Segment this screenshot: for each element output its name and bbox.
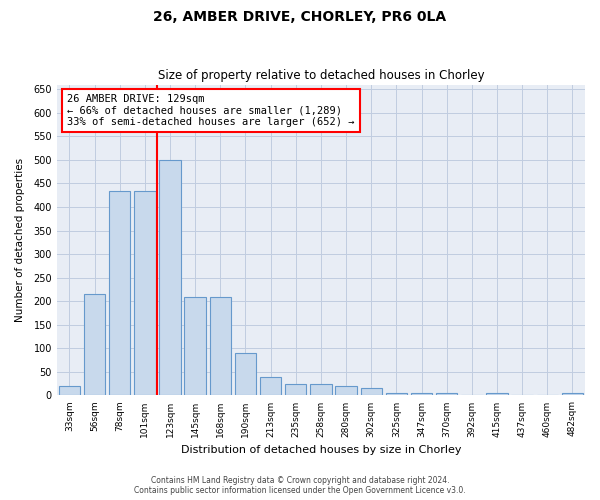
Bar xyxy=(184,296,206,396)
Bar xyxy=(335,386,357,396)
Bar xyxy=(260,376,281,396)
Y-axis label: Number of detached properties: Number of detached properties xyxy=(15,158,25,322)
Bar xyxy=(109,190,130,396)
Bar xyxy=(285,384,307,396)
Text: 26 AMBER DRIVE: 129sqm
← 66% of detached houses are smaller (1,289)
33% of semi-: 26 AMBER DRIVE: 129sqm ← 66% of detached… xyxy=(67,94,355,127)
Bar xyxy=(310,384,332,396)
Bar xyxy=(361,388,382,396)
Bar xyxy=(160,160,181,396)
Bar xyxy=(436,393,457,396)
Text: 26, AMBER DRIVE, CHORLEY, PR6 0LA: 26, AMBER DRIVE, CHORLEY, PR6 0LA xyxy=(154,10,446,24)
Bar xyxy=(411,393,432,396)
Bar xyxy=(386,393,407,396)
Bar xyxy=(59,386,80,396)
Title: Size of property relative to detached houses in Chorley: Size of property relative to detached ho… xyxy=(158,69,484,82)
Text: Contains HM Land Registry data © Crown copyright and database right 2024.
Contai: Contains HM Land Registry data © Crown c… xyxy=(134,476,466,495)
Bar xyxy=(562,393,583,396)
Bar xyxy=(486,393,508,396)
Bar xyxy=(134,190,155,396)
X-axis label: Distribution of detached houses by size in Chorley: Distribution of detached houses by size … xyxy=(181,445,461,455)
Bar xyxy=(209,296,231,396)
Bar xyxy=(235,353,256,396)
Bar xyxy=(84,294,105,396)
